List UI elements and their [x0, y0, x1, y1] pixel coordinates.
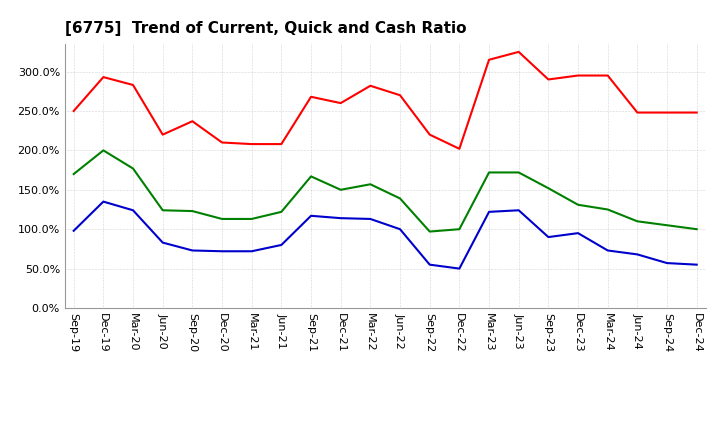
- Cash Ratio: [544, 235, 553, 240]
- Cash Ratio: [514, 208, 523, 213]
- Quick Ratio: [662, 223, 671, 228]
- Cash Ratio: [277, 242, 286, 248]
- Line: Current Ratio: Current Ratio: [73, 52, 697, 149]
- Quick Ratio: [248, 216, 256, 222]
- Cash Ratio: [485, 209, 493, 214]
- Quick Ratio: [485, 170, 493, 175]
- Line: Quick Ratio: Quick Ratio: [73, 150, 697, 231]
- Quick Ratio: [69, 172, 78, 177]
- Quick Ratio: [217, 216, 226, 222]
- Current Ratio: [426, 132, 434, 137]
- Current Ratio: [574, 73, 582, 78]
- Current Ratio: [662, 110, 671, 115]
- Quick Ratio: [99, 148, 108, 153]
- Current Ratio: [69, 108, 78, 114]
- Cash Ratio: [426, 262, 434, 267]
- Quick Ratio: [336, 187, 345, 192]
- Cash Ratio: [633, 252, 642, 257]
- Cash Ratio: [99, 199, 108, 204]
- Quick Ratio: [633, 219, 642, 224]
- Quick Ratio: [574, 202, 582, 207]
- Cash Ratio: [693, 262, 701, 267]
- Cash Ratio: [603, 248, 612, 253]
- Cash Ratio: [336, 216, 345, 221]
- Current Ratio: [485, 57, 493, 62]
- Cash Ratio: [574, 231, 582, 236]
- Quick Ratio: [544, 186, 553, 191]
- Current Ratio: [99, 74, 108, 80]
- Current Ratio: [336, 100, 345, 106]
- Cash Ratio: [248, 249, 256, 254]
- Cash Ratio: [129, 208, 138, 213]
- Cash Ratio: [396, 227, 405, 232]
- Current Ratio: [188, 119, 197, 124]
- Cash Ratio: [307, 213, 315, 218]
- Cash Ratio: [158, 240, 167, 245]
- Current Ratio: [396, 92, 405, 98]
- Current Ratio: [366, 83, 374, 88]
- Quick Ratio: [129, 166, 138, 171]
- Quick Ratio: [277, 209, 286, 214]
- Cash Ratio: [188, 248, 197, 253]
- Current Ratio: [277, 141, 286, 147]
- Cash Ratio: [662, 260, 671, 266]
- Cash Ratio: [455, 266, 464, 271]
- Quick Ratio: [455, 227, 464, 232]
- Current Ratio: [693, 110, 701, 115]
- Quick Ratio: [396, 196, 405, 201]
- Current Ratio: [248, 141, 256, 147]
- Line: Cash Ratio: Cash Ratio: [73, 202, 697, 268]
- Text: [6775]  Trend of Current, Quick and Cash Ratio: [6775] Trend of Current, Quick and Cash …: [65, 21, 467, 36]
- Quick Ratio: [366, 182, 374, 187]
- Current Ratio: [307, 94, 315, 99]
- Current Ratio: [544, 77, 553, 82]
- Quick Ratio: [603, 207, 612, 212]
- Current Ratio: [603, 73, 612, 78]
- Quick Ratio: [514, 170, 523, 175]
- Current Ratio: [217, 140, 226, 145]
- Cash Ratio: [69, 228, 78, 233]
- Cash Ratio: [366, 216, 374, 222]
- Cash Ratio: [217, 249, 226, 254]
- Quick Ratio: [188, 209, 197, 214]
- Current Ratio: [129, 82, 138, 88]
- Quick Ratio: [307, 174, 315, 179]
- Current Ratio: [158, 132, 167, 137]
- Current Ratio: [633, 110, 642, 115]
- Current Ratio: [514, 49, 523, 55]
- Quick Ratio: [426, 229, 434, 234]
- Quick Ratio: [693, 227, 701, 232]
- Current Ratio: [455, 146, 464, 151]
- Quick Ratio: [158, 208, 167, 213]
